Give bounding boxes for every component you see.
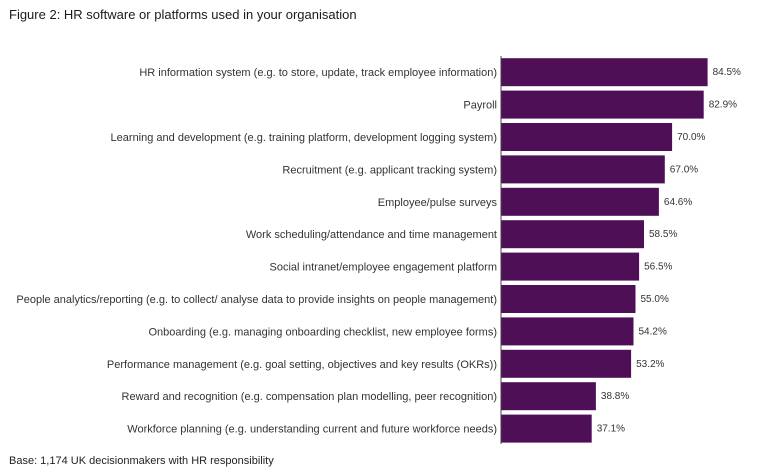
category-label: Recruitment (e.g. applicant tracking sys… [282, 164, 497, 176]
bar [501, 382, 596, 411]
value-label: 64.6% [664, 197, 692, 208]
bar [501, 123, 673, 151]
value-label: 67.0% [670, 164, 698, 175]
bar [501, 414, 592, 443]
bar [501, 155, 665, 184]
bar [501, 285, 636, 313]
bar [501, 187, 659, 216]
category-label: People analytics/reporting (e.g. to coll… [16, 294, 497, 306]
bars-layer: HR information system (e.g. to store, up… [16, 58, 741, 443]
bar [501, 220, 644, 249]
bar [501, 317, 634, 346]
category-label: Work scheduling/attendance and time mana… [246, 229, 497, 241]
category-label: Social intranet/employee engagement plat… [270, 262, 497, 274]
value-label: 82.9% [709, 100, 737, 111]
figure-title: Figure 2: HR software or platforms used … [9, 7, 357, 22]
value-label: 53.2% [636, 359, 664, 370]
value-label: 56.5% [644, 262, 672, 273]
bar [501, 252, 640, 281]
category-label: Onboarding (e.g. managing onboarding che… [148, 326, 497, 338]
category-label: Reward and recognition (e.g. compensatio… [122, 391, 497, 403]
value-label: 84.5% [713, 67, 741, 78]
category-label: Employee/pulse surveys [378, 197, 498, 209]
bar [501, 349, 632, 378]
category-label: Learning and development (e.g. training … [111, 132, 497, 144]
base-footnote: Base: 1,174 UK decisionmakers with HR re… [9, 455, 274, 467]
category-label: Workforce planning (e.g. understanding c… [127, 424, 497, 436]
bar [501, 58, 708, 87]
bar [501, 90, 704, 119]
value-label: 54.2% [639, 326, 667, 337]
value-label: 55.0% [641, 294, 669, 305]
category-label: Performance management (e.g. goal settin… [107, 359, 497, 371]
value-label: 58.5% [649, 229, 677, 240]
category-label: HR information system (e.g. to store, up… [139, 67, 497, 79]
value-label: 38.8% [601, 391, 629, 402]
value-label: 37.1% [597, 424, 625, 435]
category-label: Payroll [463, 100, 497, 112]
value-label: 70.0% [677, 132, 705, 143]
